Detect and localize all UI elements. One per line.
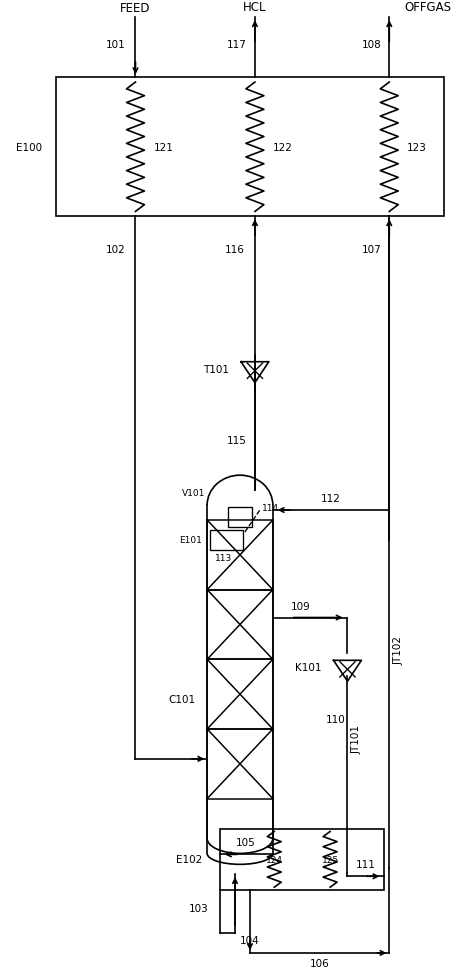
Text: 110: 110 (326, 714, 346, 724)
Text: 125: 125 (321, 855, 338, 864)
Text: C101: C101 (169, 695, 196, 704)
Text: 101: 101 (106, 40, 126, 50)
Text: 116: 116 (225, 245, 245, 255)
Text: 122: 122 (273, 142, 293, 152)
Text: JT101: JT101 (351, 725, 362, 754)
Text: 112: 112 (320, 493, 340, 504)
Text: 106: 106 (310, 958, 329, 968)
Text: 117: 117 (227, 40, 247, 50)
Text: 103: 103 (188, 903, 208, 913)
Text: FEED: FEED (120, 2, 151, 15)
Text: 114: 114 (262, 503, 279, 512)
Bar (56, 78, 444, 217)
Text: T101: T101 (203, 364, 229, 374)
Text: 124: 124 (266, 855, 283, 864)
Text: 104: 104 (240, 935, 260, 945)
Text: 111: 111 (356, 860, 375, 869)
Text: 102: 102 (106, 245, 126, 255)
Text: 105: 105 (236, 837, 256, 848)
Text: 109: 109 (291, 601, 310, 610)
Text: E101: E101 (179, 536, 202, 545)
Text: K101: K101 (295, 663, 321, 672)
Text: HCL: HCL (243, 1, 267, 14)
Text: 113: 113 (215, 553, 232, 563)
Text: OFFGAS: OFFGAS (404, 1, 451, 14)
Bar (228, 508, 252, 527)
Bar (220, 828, 384, 891)
Bar (210, 530, 243, 550)
Text: E100: E100 (16, 142, 42, 152)
Text: 107: 107 (362, 245, 381, 255)
Text: 108: 108 (362, 40, 381, 50)
Text: V101: V101 (182, 488, 205, 497)
Text: JT102: JT102 (393, 636, 403, 664)
Text: E102: E102 (176, 855, 202, 864)
Text: 123: 123 (407, 142, 427, 152)
Text: 115: 115 (227, 436, 247, 446)
Text: 121: 121 (154, 142, 173, 152)
